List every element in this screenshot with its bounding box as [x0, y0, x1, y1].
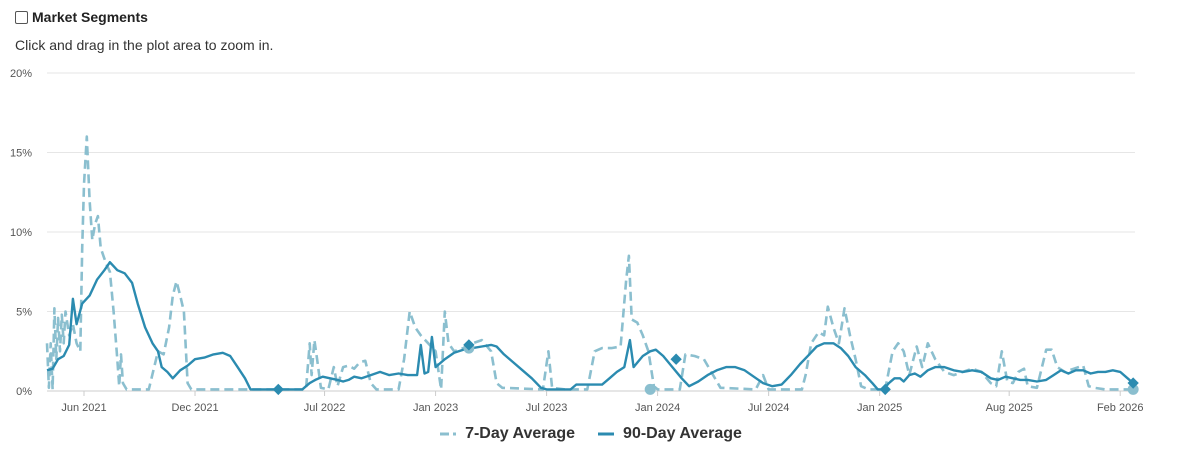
x-tick-label: Jan 2023	[413, 402, 458, 414]
y-axis-ticks: 0% 5% 10% 15% 20%	[10, 68, 32, 398]
legend-item-90-day[interactable]: 90-Day Average	[597, 425, 742, 443]
x-tick-label: Dec 2021	[171, 402, 218, 414]
data-point-7-day[interactable]	[644, 383, 656, 395]
solid-line-icon	[598, 432, 615, 436]
chart-title: Market Segments	[32, 9, 148, 25]
legend-item-7-day[interactable]: 7-Day Average	[439, 425, 575, 443]
x-tick-label: Jul 2022	[304, 402, 346, 414]
x-tick-label: Aug 2025	[986, 402, 1033, 414]
y-tick-label: 0%	[16, 386, 32, 398]
line-chart[interactable]: 0% 5% 10% 15% 20% Jun 2021 Dec 2021 Jul 2022 Ja…	[0, 0, 1181, 420]
x-tick-label: Jan 2024	[635, 402, 680, 414]
x-axis-ticks: Jun 2021 Dec 2021 Jul 2022 Jan 2023 Jul 2023…	[61, 391, 1143, 414]
y-tick-label: 10%	[10, 227, 32, 239]
dashed-line-icon	[440, 432, 457, 436]
data-point-90-day[interactable]	[670, 353, 682, 365]
legend-label-90-day: 90-Day Average	[623, 425, 742, 442]
chart-header: Market Segments	[15, 9, 148, 25]
y-tick-label: 5%	[16, 307, 32, 319]
series-line-7-day	[45, 135, 1135, 391]
x-tick-label: Jan 2025	[857, 402, 902, 414]
series-line-90-day	[46, 261, 1134, 391]
chart-series	[45, 135, 1135, 391]
y-tick-label: 20%	[10, 68, 32, 80]
legend-label-7-day: 7-Day Average	[465, 425, 576, 442]
x-tick-label: Jul 2024	[748, 402, 790, 414]
data-point-90-day[interactable]	[1127, 377, 1139, 389]
grid-lines	[47, 72, 1135, 392]
zoom-hint: Click and drag in the plot area to zoom …	[15, 37, 274, 53]
data-point-90-day[interactable]	[463, 339, 475, 351]
x-tick-label: Feb 2026	[1097, 402, 1143, 414]
chart-legend: 7-Day Average 90-Day Average	[0, 425, 1181, 443]
y-tick-label: 15%	[10, 148, 32, 160]
data-point-7-day[interactable]	[1127, 383, 1139, 395]
chart-markers[interactable]	[272, 339, 1139, 396]
x-tick-label: Jun 2021	[61, 402, 106, 414]
data-point-90-day[interactable]	[879, 383, 891, 396]
x-tick-label: Jul 2023	[526, 402, 568, 414]
data-point-90-day[interactable]	[272, 383, 284, 396]
market-segments-checkbox[interactable]	[15, 10, 28, 24]
